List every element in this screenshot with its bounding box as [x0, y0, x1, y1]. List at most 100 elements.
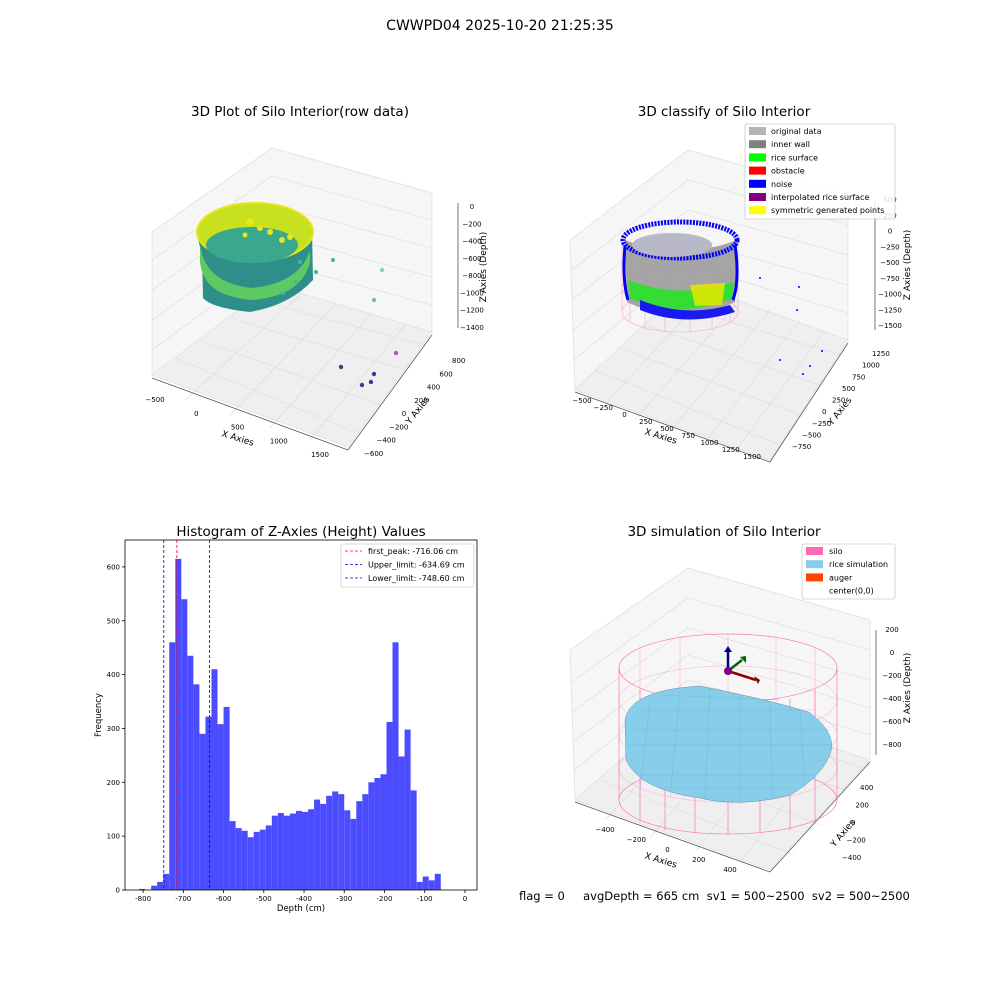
tick-label: 1000: [862, 362, 880, 370]
histogram-bar: [229, 821, 236, 890]
panel1-x-ticks: −500 0 500 1000 1500: [145, 396, 329, 459]
legend-swatch: [749, 179, 766, 188]
tick-label: 750: [852, 373, 865, 381]
histogram-bars: [139, 558, 441, 890]
histogram-bar: [265, 825, 272, 890]
panel4-xlabel: X Axies: [643, 851, 678, 870]
histogram-vlines: [163, 540, 211, 890]
tick-label: 750: [682, 432, 695, 440]
y-tick-label: 200: [107, 779, 120, 787]
tick-label: 400: [860, 784, 873, 792]
tick-label: 0: [194, 410, 198, 418]
histogram-ylabel: Frequency: [94, 693, 104, 737]
histogram-bar: [283, 815, 290, 890]
histogram-bar: [380, 774, 387, 890]
tick-label: 1000: [701, 439, 719, 447]
histogram-bar: [398, 756, 405, 890]
tick-label: −500: [880, 259, 899, 267]
histogram-bar: [338, 794, 345, 890]
histogram-bar: [422, 876, 429, 890]
tick-label: −750: [880, 275, 899, 283]
legend-swatch: [749, 166, 766, 175]
tick-label: −200: [847, 837, 866, 845]
tick-label: 400: [723, 866, 736, 874]
legend-swatch: [749, 127, 766, 135]
x-tick-label: -700: [175, 895, 191, 903]
legend-entry: inner wall: [771, 140, 810, 149]
legend-swatch: [749, 153, 766, 162]
tick-label: 1500: [743, 453, 761, 461]
histogram-frame: [124, 539, 478, 891]
histogram-bar: [308, 809, 315, 890]
legend-swatch: [806, 573, 823, 582]
histogram-bar: [181, 599, 188, 890]
tick-label: 0: [888, 228, 892, 236]
panel2-y-ticks: −750 −500 −250 0 250 500 750 1000 1250: [792, 350, 890, 451]
legend-entry: obstacle: [771, 167, 805, 176]
panel1-zlabel: Z Axies (Depth): [479, 232, 489, 303]
histogram-bar: [235, 828, 242, 890]
tick-label: 0: [665, 846, 669, 854]
rice-simulation-surface: [624, 685, 833, 803]
legend-swatch: [749, 193, 766, 201]
histogram-bar: [205, 716, 212, 890]
tick-label: −1000: [460, 289, 484, 297]
tick-label: 500: [231, 424, 244, 432]
panel4-zlabel: Z Axies (Depth): [903, 653, 913, 724]
histogram-bar: [326, 795, 333, 890]
tick-label: −250: [594, 404, 613, 412]
x-tick-label: 0: [463, 895, 467, 903]
x-tick-label: -300: [336, 895, 352, 903]
panel4-z-ticks: 200 0 −200 −400 −600 −800: [882, 626, 901, 749]
raw-point-cloud: [196, 202, 399, 388]
legend-entry: Upper_limit: -634.69 cm: [368, 561, 465, 570]
tick-label: −400: [882, 695, 901, 703]
histogram-bar: [350, 818, 357, 890]
tick-label: 500: [842, 385, 855, 393]
y-tick-label: 600: [107, 563, 120, 571]
panel2-legend: original data inner wall rice surface obsta…: [744, 123, 896, 220]
tick-label: 0: [851, 819, 855, 827]
legend-entry: interpolated rice surface: [771, 193, 869, 202]
tick-label: 0: [470, 203, 474, 211]
histogram-y-ticks: 0 100 200 300 400 500 600: [107, 563, 125, 895]
rice-surface-mesh: [628, 687, 832, 804]
histogram-bar: [175, 558, 182, 890]
panel-raw-data: 3D Plot of Silo Interior(row data) X Axi…: [145, 104, 489, 459]
legend-entry: center(0,0): [829, 587, 874, 596]
tick-label: −1000: [878, 291, 902, 299]
panel1-title: 3D Plot of Silo Interior(row data): [191, 104, 409, 120]
x-tick-label: -400: [296, 895, 312, 903]
histogram-bar: [193, 684, 200, 890]
panel2-title: 3D classify of Silo Interior: [638, 104, 811, 120]
histogram-bar: [386, 722, 393, 890]
tick-label: 0: [890, 649, 894, 657]
histogram-bar: [428, 880, 435, 890]
panel4-title: 3D simulation of Silo Interior: [627, 524, 821, 540]
tick-label: −600: [882, 718, 901, 726]
panel-histogram: Histogram of Z-Axies (Height) Values -80…: [94, 524, 478, 914]
histogram-bar: [434, 873, 441, 890]
histogram-bar: [314, 799, 321, 890]
histogram-bar: [302, 811, 309, 890]
tick-label: −400: [462, 238, 481, 246]
panel-classify: 3D classify of Silo Interior X Axies Y A…: [569, 104, 913, 463]
histogram-legend: first_peak: -716.06 cm Upper_limit: -634.…: [340, 543, 475, 588]
histogram-bar: [199, 733, 206, 890]
tick-label: 800: [452, 357, 465, 365]
tick-label: 1500: [311, 451, 329, 459]
legend-swatch: [806, 547, 823, 555]
histogram-bar: [259, 829, 266, 890]
panel3-title: Histogram of Z-Axies (Height) Values: [176, 524, 425, 540]
legend-swatch: [806, 560, 823, 569]
panel1-z-ticks: 0 −200 −400 −600 −800 −1000 −1200 −1400: [460, 203, 484, 332]
auger-axes-glyph: [724, 646, 760, 684]
tick-label: 600: [439, 370, 452, 378]
histogram-bar: [211, 669, 218, 890]
histogram-bar: [344, 810, 351, 890]
histogram-bar: [217, 724, 224, 890]
panel4-y-ticks: −400 −200 0 200 400: [842, 784, 873, 862]
tick-label: −500: [802, 431, 821, 439]
tick-label: −600: [462, 255, 481, 263]
